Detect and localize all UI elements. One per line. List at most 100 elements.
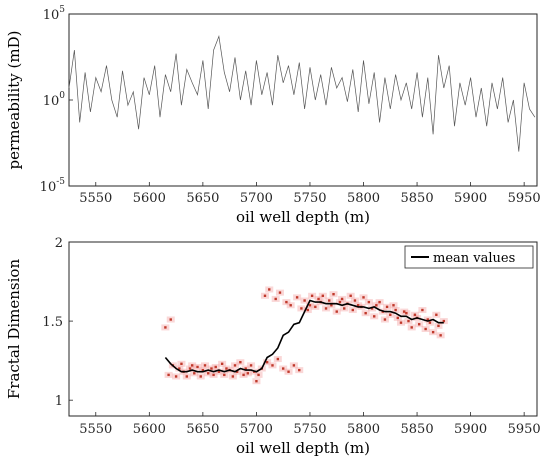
scatter-point: [201, 368, 205, 372]
x-tick-label: 5650: [186, 191, 219, 206]
x-tick-label: 5850: [401, 422, 434, 437]
x-tick-label: 5600: [133, 422, 166, 437]
scatter-point: [185, 375, 189, 378]
scatter-point: [190, 364, 194, 367]
scatter-point: [410, 326, 413, 329]
scatter-point: [405, 311, 408, 315]
x-tick-label: 5950: [508, 422, 541, 437]
scatter-point: [167, 373, 170, 377]
scatter-point: [431, 330, 435, 334]
scatter-point: [330, 304, 333, 307]
scatter-point: [321, 294, 325, 297]
scatter-point: [308, 304, 312, 307]
y-tick-label: 2: [55, 236, 63, 251]
x-tick-label: 5650: [186, 422, 219, 437]
scatter-point: [362, 296, 365, 299]
x-tick-label: 5900: [454, 191, 487, 206]
scatter-point: [257, 373, 260, 377]
scatter-point: [426, 318, 429, 321]
fractal-x-axis: 5550 5600 5650 5700 5750 5800 5850 5900 5950: [79, 412, 541, 437]
scatter-point: [212, 373, 215, 377]
scatter-point: [281, 367, 285, 370]
scatter-point: [196, 365, 199, 369]
scatter-point: [278, 291, 282, 294]
scatter-point: [295, 296, 299, 299]
y-tick-base: 10: [43, 94, 60, 109]
scatter-point: [340, 297, 344, 301]
scatter-point: [437, 324, 440, 328]
scatter-point: [285, 300, 288, 304]
x-tick-label: 5800: [347, 191, 380, 206]
scatter-point: [244, 367, 247, 370]
scatter-point: [428, 321, 432, 324]
scatter-point: [435, 313, 438, 316]
scatter-point: [385, 305, 389, 309]
scatter-point: [164, 326, 167, 329]
scatter-point: [287, 370, 290, 373]
scatter-point: [292, 364, 296, 367]
scatter-point: [169, 318, 172, 321]
permeability-y-axis-label: permeability (mD): [5, 31, 23, 170]
scatter-point: [242, 373, 245, 377]
scatter-point: [174, 375, 178, 378]
scatter-point: [403, 310, 406, 313]
scatter-point: [417, 323, 421, 326]
scatter-point: [310, 294, 314, 297]
scatter-point: [375, 304, 378, 307]
x-tick-label: 5700: [240, 191, 273, 206]
scatter-point: [249, 364, 253, 367]
scatter-point: [399, 321, 403, 324]
permeability-x-axis-label: oil well depth (m): [236, 208, 370, 226]
scatter-point: [317, 297, 320, 301]
scatter-point: [239, 361, 242, 364]
scatter-point: [424, 327, 427, 331]
scatter-point: [265, 361, 269, 364]
scatter-point: [378, 300, 381, 304]
scatter-point: [396, 316, 399, 320]
y-tick-label: 100: [43, 91, 66, 109]
scatter-point: [231, 375, 235, 378]
scatter-point: [255, 380, 258, 383]
scatter-point: [328, 299, 331, 302]
scatter-point: [303, 299, 306, 302]
x-tick-label: 5800: [347, 422, 380, 437]
scatter-point: [178, 367, 181, 370]
scatter-point: [263, 294, 267, 297]
scatter-point: [442, 319, 446, 323]
scatter-point: [314, 305, 317, 309]
scatter-point: [220, 362, 224, 365]
scatter-point: [335, 310, 338, 313]
y-tick-label: 10-5: [40, 177, 66, 195]
x-tick-label: 5950: [508, 191, 541, 206]
legend-label-mean-values: mean values: [433, 251, 515, 266]
y-tick-label: 1: [55, 394, 63, 409]
scatter-point: [389, 313, 392, 316]
scatter-point: [298, 368, 301, 372]
scatter-point: [207, 372, 210, 375]
scatter-point: [223, 373, 226, 377]
scatter-point: [439, 334, 442, 337]
scatter-point: [193, 372, 196, 375]
scatter-point: [343, 307, 346, 310]
fractal-scatter-series: [161, 286, 448, 385]
scatter-point: [338, 300, 342, 304]
scatter-point: [274, 297, 277, 301]
scatter-point: [199, 375, 202, 378]
scatter-point: [217, 370, 221, 373]
y-tick-exponent: 0: [59, 91, 65, 101]
scatter-point: [306, 308, 310, 312]
x-tick-label: 5600: [133, 191, 166, 206]
x-tick-label: 5750: [293, 191, 326, 206]
fractal-dimension-plot-area: [68, 241, 538, 417]
scatter-point: [383, 318, 387, 321]
fractal-dimension-chart: 5550 5600 5650 5700 5750 5800 5850 5900 5950 11.…: [5, 236, 541, 457]
scatter-point: [407, 319, 410, 323]
y-tick-base: 10: [43, 8, 60, 23]
scatter-point: [413, 313, 417, 316]
scatter-point: [214, 365, 217, 369]
scatter-point: [392, 304, 395, 307]
scatter-point: [268, 288, 271, 291]
scatter-point: [324, 307, 328, 310]
